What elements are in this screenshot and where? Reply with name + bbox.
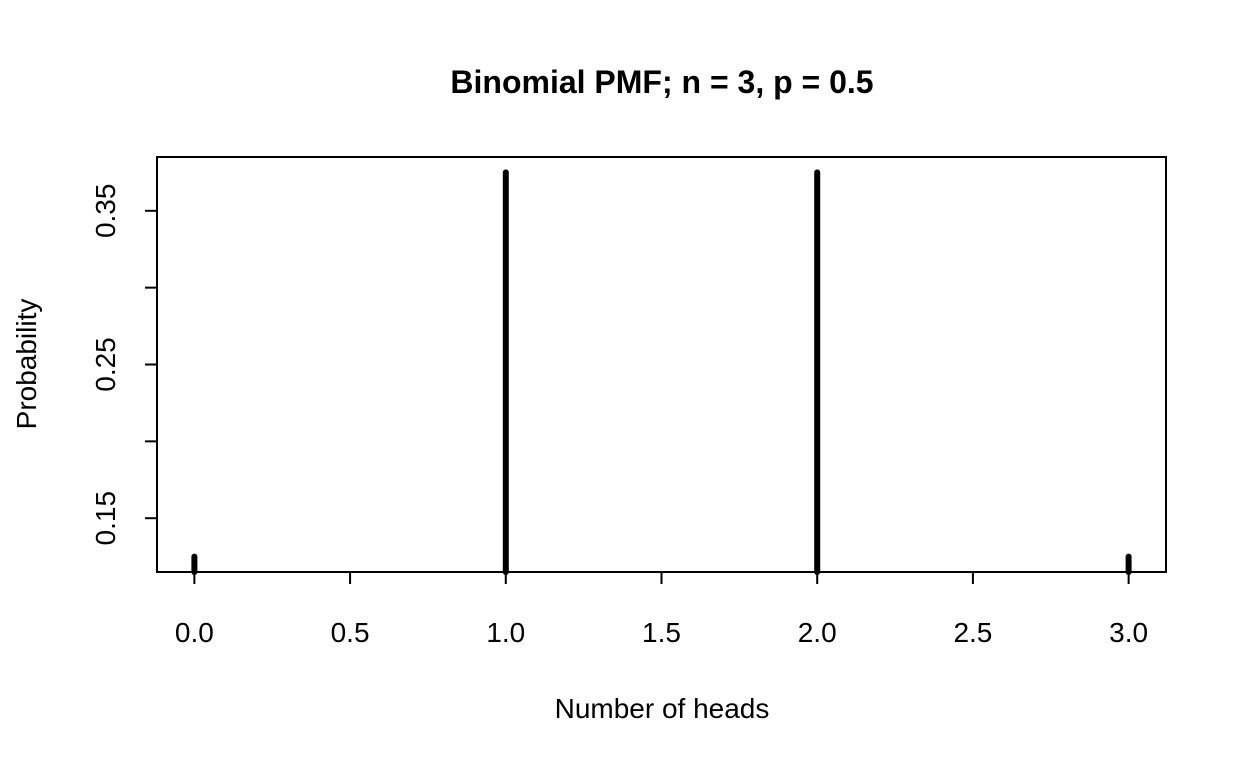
x-tick-label: 2.0 — [798, 617, 837, 648]
x-axis: 0.0 0.5 1.0 1.5 2.0 2.5 3.0 — [175, 571, 1148, 648]
x-tick-label: 2.5 — [953, 617, 992, 648]
x-tick-label: 1.0 — [486, 617, 525, 648]
x-tick-label: 0.5 — [331, 617, 370, 648]
y-axis: 0.15 0.25 0.35 — [90, 184, 158, 546]
x-tick-label: 1.5 — [642, 617, 681, 648]
y-tick-label: 0.25 — [90, 337, 121, 392]
chart-title: Binomial PMF; n = 3, p = 0.5 — [450, 64, 873, 100]
spike-group — [191, 169, 1132, 575]
y-axis-title: Probability — [11, 299, 42, 430]
x-axis-title: Number of heads — [555, 693, 770, 724]
x-tick-label: 3.0 — [1109, 617, 1148, 648]
y-tick-label: 0.35 — [90, 184, 121, 239]
plot-frame — [156, 156, 1167, 573]
y-tick-label: 0.15 — [90, 491, 121, 546]
x-tick-label: 0.0 — [175, 617, 214, 648]
